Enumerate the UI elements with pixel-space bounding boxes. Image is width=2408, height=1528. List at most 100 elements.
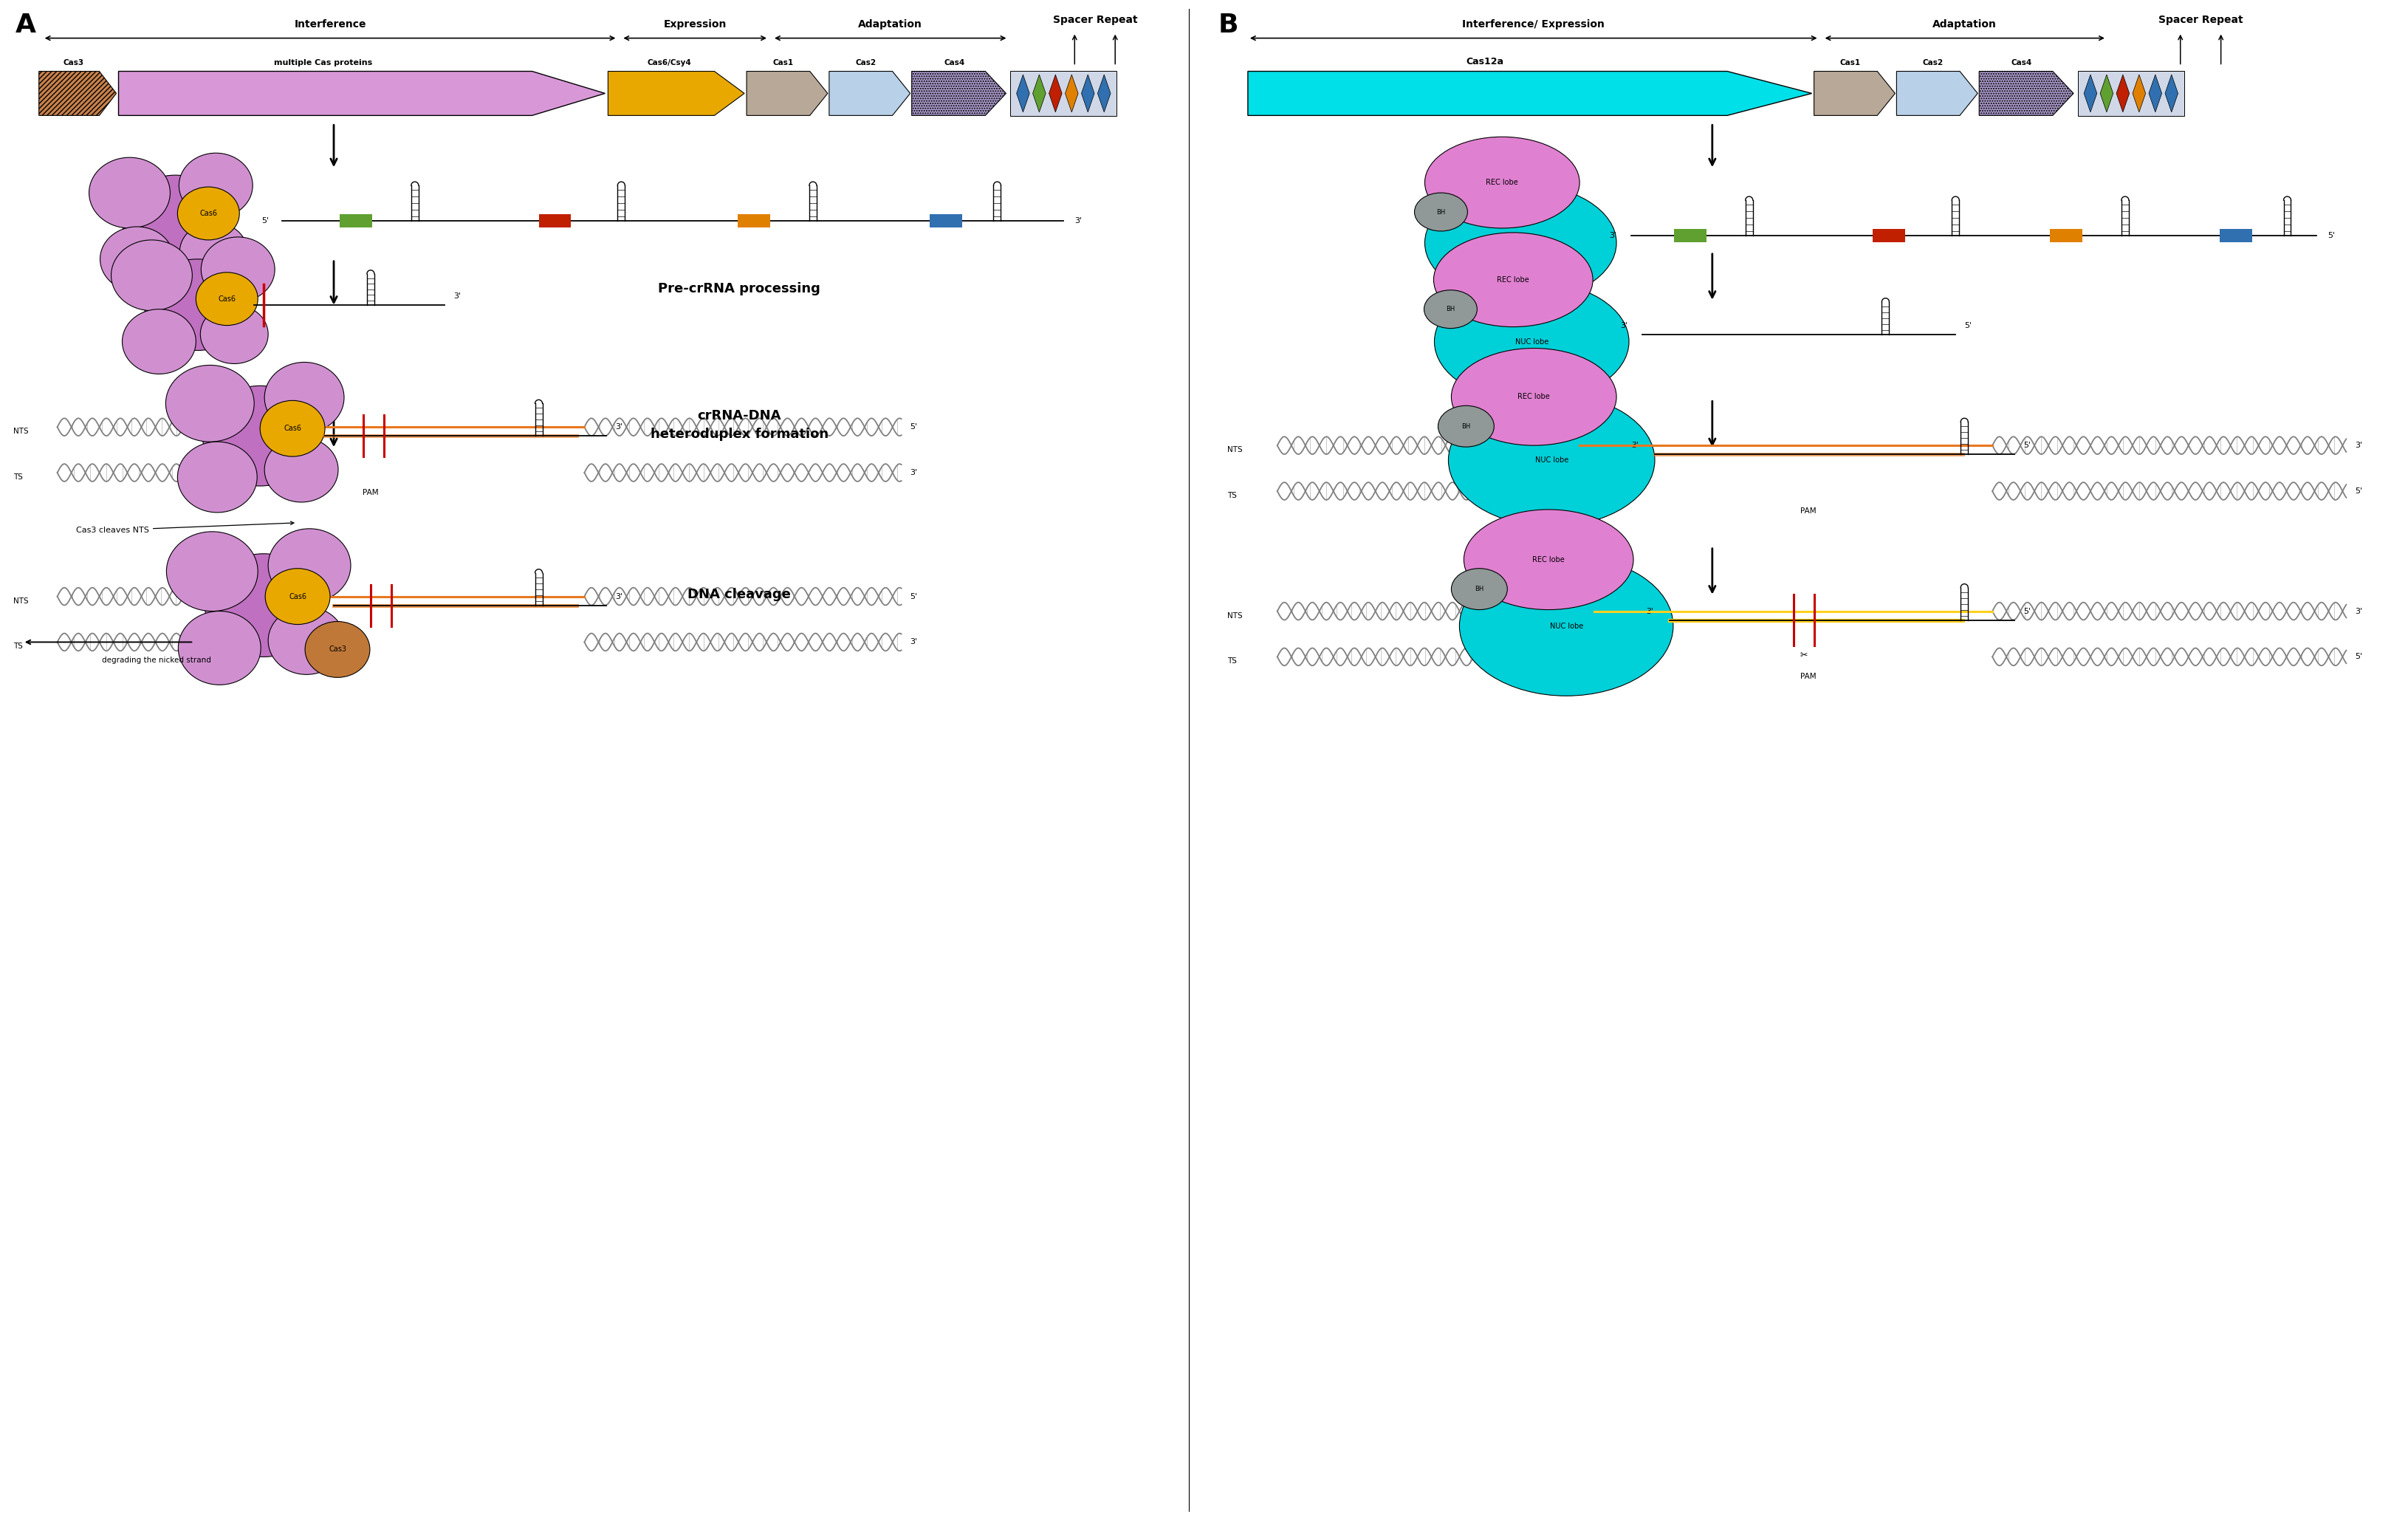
- Text: BH: BH: [1462, 423, 1471, 429]
- Text: Expression: Expression: [665, 18, 727, 29]
- Text: Interference: Interference: [294, 18, 366, 29]
- Ellipse shape: [1447, 394, 1654, 527]
- Ellipse shape: [101, 226, 173, 292]
- Text: Cas6: Cas6: [284, 425, 301, 432]
- Bar: [1011, 70, 1117, 116]
- Text: Spacer Repeat: Spacer Repeat: [2158, 15, 2244, 24]
- Polygon shape: [913, 72, 1007, 116]
- Text: Cas3: Cas3: [327, 646, 347, 652]
- Text: Cas4: Cas4: [2011, 58, 2032, 66]
- Ellipse shape: [1413, 193, 1466, 231]
- Ellipse shape: [178, 442, 258, 512]
- Polygon shape: [39, 72, 116, 116]
- Text: 5': 5': [2355, 487, 2362, 495]
- Text: 5': 5': [2023, 608, 2030, 614]
- Bar: [929, 214, 961, 228]
- Text: TS: TS: [12, 643, 22, 651]
- Polygon shape: [1016, 75, 1031, 112]
- Ellipse shape: [1433, 232, 1592, 327]
- Text: degrading the nicked strand: degrading the nicked strand: [101, 657, 212, 665]
- Ellipse shape: [123, 176, 229, 266]
- Text: 3': 3': [616, 593, 624, 601]
- Text: Cas4: Cas4: [944, 58, 966, 66]
- Bar: [2220, 229, 2251, 241]
- Ellipse shape: [265, 362, 344, 432]
- Text: TS: TS: [1228, 492, 1238, 500]
- Polygon shape: [1898, 72, 1977, 116]
- Text: 3': 3': [1609, 232, 1616, 240]
- Polygon shape: [2165, 75, 2177, 112]
- Ellipse shape: [166, 365, 255, 442]
- Text: 5': 5': [229, 292, 236, 299]
- Text: NTS: NTS: [1228, 611, 1243, 619]
- Text: A: A: [14, 12, 36, 38]
- Text: 5': 5': [1965, 322, 1972, 329]
- Text: BH: BH: [1447, 306, 1454, 313]
- Ellipse shape: [166, 532, 258, 611]
- Polygon shape: [1033, 75, 1045, 112]
- Text: Cas6/Csy4: Cas6/Csy4: [648, 58, 691, 66]
- Polygon shape: [746, 72, 828, 116]
- Ellipse shape: [267, 607, 344, 674]
- Ellipse shape: [123, 309, 195, 374]
- Text: Cas1: Cas1: [773, 58, 795, 66]
- Polygon shape: [1064, 75, 1079, 112]
- Text: 3': 3': [910, 469, 917, 477]
- Bar: [2049, 229, 2083, 241]
- Text: NUC lobe: NUC lobe: [1515, 338, 1548, 345]
- Text: 5': 5': [2329, 232, 2336, 240]
- Ellipse shape: [1435, 281, 1628, 402]
- Text: BH: BH: [1438, 209, 1445, 215]
- Text: 5': 5': [262, 217, 270, 225]
- Ellipse shape: [144, 260, 250, 350]
- Polygon shape: [1247, 72, 1811, 116]
- Text: Cas12a: Cas12a: [1466, 57, 1503, 66]
- Text: 3': 3': [1630, 442, 1637, 449]
- Ellipse shape: [1438, 405, 1493, 446]
- Text: NUC lobe: NUC lobe: [1534, 457, 1568, 465]
- Ellipse shape: [89, 157, 171, 228]
- Text: PAM: PAM: [1801, 672, 1816, 680]
- Ellipse shape: [195, 272, 258, 325]
- Polygon shape: [2148, 75, 2162, 112]
- Polygon shape: [2133, 75, 2146, 112]
- Text: 3': 3': [910, 639, 917, 646]
- Text: 5': 5': [311, 593, 318, 601]
- Ellipse shape: [111, 240, 193, 310]
- Text: 3': 3': [1074, 217, 1081, 225]
- Ellipse shape: [200, 304, 267, 364]
- Text: NTS: NTS: [12, 597, 29, 605]
- Text: B: B: [1218, 12, 1238, 38]
- Text: REC lobe: REC lobe: [1517, 393, 1551, 400]
- Ellipse shape: [306, 622, 371, 677]
- Text: Adaptation: Adaptation: [857, 18, 922, 29]
- Ellipse shape: [1426, 138, 1580, 228]
- Ellipse shape: [1426, 183, 1616, 303]
- Ellipse shape: [260, 400, 325, 457]
- Text: 3': 3': [616, 423, 624, 431]
- Text: NTS: NTS: [12, 428, 29, 435]
- Text: TS: TS: [1228, 657, 1238, 665]
- Text: PAM: PAM: [1801, 507, 1816, 515]
- Text: Interference/ Expression: Interference/ Expression: [1462, 18, 1604, 29]
- Text: ✂: ✂: [1799, 651, 1808, 660]
- Polygon shape: [2117, 75, 2129, 112]
- Polygon shape: [607, 72, 744, 116]
- Bar: [539, 214, 571, 228]
- Text: Cas6: Cas6: [289, 593, 306, 601]
- Text: BH: BH: [1474, 585, 1483, 593]
- Text: Cas3: Cas3: [63, 58, 84, 66]
- Text: REC lobe: REC lobe: [1498, 277, 1529, 283]
- Text: Pre-crRNA processing: Pre-crRNA processing: [657, 283, 821, 295]
- Text: multiple Cas proteins: multiple Cas proteins: [275, 58, 373, 66]
- Text: Cas3 cleaves NTS: Cas3 cleaves NTS: [77, 521, 294, 533]
- Text: DNA cleavage: DNA cleavage: [689, 588, 790, 601]
- Polygon shape: [1813, 72, 1895, 116]
- Text: Cas6: Cas6: [219, 295, 236, 303]
- Ellipse shape: [267, 529, 352, 602]
- Ellipse shape: [1423, 290, 1476, 329]
- Polygon shape: [1081, 75, 1093, 112]
- Text: 5': 5': [2023, 442, 2030, 449]
- Text: REC lobe: REC lobe: [1486, 179, 1519, 186]
- Text: Cas1: Cas1: [1840, 58, 1861, 66]
